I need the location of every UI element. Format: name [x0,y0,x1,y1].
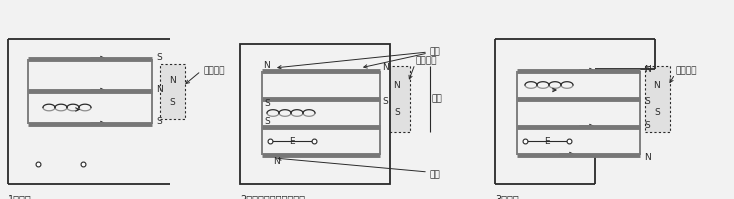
Text: S: S [156,117,161,127]
Bar [240,44,390,184]
Text: N: N [156,85,163,94]
Text: S: S [644,97,650,105]
Text: 永久磁铁: 永久磁铁 [415,57,437,65]
Text: 永久磁铁: 永久磁铁 [203,66,225,75]
Text: S: S [382,98,388,106]
Text: 运动: 运动 [432,95,443,103]
Bar [645,66,670,132]
Text: S: S [264,117,270,127]
Text: S: S [264,100,270,108]
Bar [160,64,185,119]
Text: 吸引: 吸引 [430,171,440,179]
Text: N: N [393,81,400,90]
Text: S: S [644,121,650,130]
Text: 3、吸动: 3、吸动 [495,194,519,199]
Text: S: S [654,108,660,117]
Text: N: N [653,81,661,90]
Text: N: N [644,152,651,162]
Text: N: N [264,61,270,70]
Text: S: S [394,108,400,117]
Bar [385,66,410,132]
Text: N: N [274,156,280,166]
Text: N: N [644,64,651,73]
Text: S: S [169,98,175,107]
Text: 永久磁铁: 永久磁铁 [675,66,697,75]
Text: E: E [544,137,550,145]
Text: 2、从释放到吸动的过渡
（加上工作电压）: 2、从释放到吸动的过渡 （加上工作电压） [240,194,305,199]
Text: N: N [169,76,175,85]
Text: N: N [382,63,389,72]
Text: E: E [289,137,295,145]
Text: S: S [156,53,161,61]
Text: 1、释放: 1、释放 [8,194,32,199]
Text: 排斥: 排斥 [430,48,440,57]
